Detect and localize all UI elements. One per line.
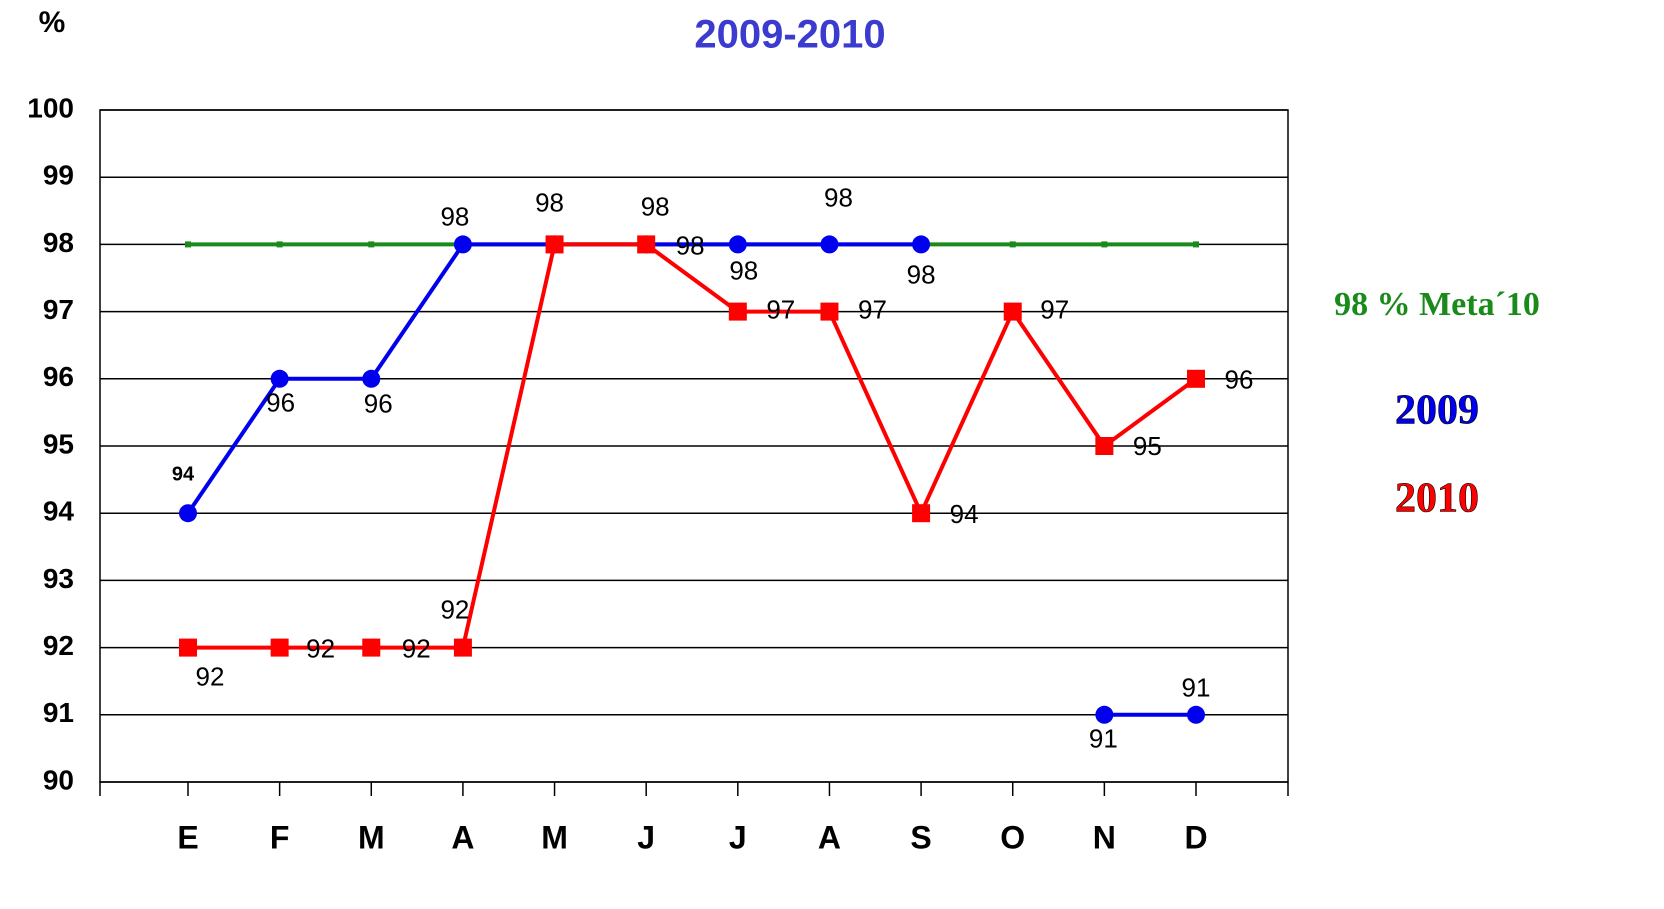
data-label: 95 — [1133, 431, 1162, 461]
marker — [820, 235, 839, 254]
marker — [270, 638, 289, 657]
marker — [185, 241, 191, 248]
marker — [1095, 437, 1114, 455]
data-label: 91 — [1089, 724, 1118, 754]
data-label: 98 — [824, 182, 853, 212]
data-label: 92 — [306, 633, 335, 663]
marker — [453, 235, 472, 254]
data-label: 94 — [172, 463, 195, 485]
marker — [453, 638, 472, 657]
data-label: 97 — [766, 294, 795, 324]
marker — [820, 302, 839, 321]
marker — [728, 302, 747, 321]
x-tick-label: J — [729, 819, 747, 855]
data-label: 92 — [196, 661, 225, 691]
marker — [179, 638, 197, 657]
y-axis-label: % — [39, 6, 66, 39]
data-label: 98 — [535, 187, 564, 217]
data-label: 96 — [266, 388, 295, 418]
data-label: 97 — [858, 294, 887, 324]
marker — [1101, 241, 1108, 248]
marker — [1187, 369, 1205, 388]
y-tick-label: 94 — [43, 496, 75, 527]
data-label: 98 — [641, 191, 670, 221]
marker — [179, 504, 197, 523]
data-label: 98 — [729, 255, 758, 285]
data-label: 92 — [440, 594, 469, 624]
legend-entry: 98 % Meta´10 — [1334, 286, 1540, 323]
data-label: 98 — [676, 230, 705, 260]
marker — [270, 369, 289, 388]
data-label: 91 — [1182, 673, 1211, 703]
y-tick-label: 97 — [43, 294, 74, 325]
marker — [362, 638, 381, 657]
data-label: 92 — [402, 633, 431, 663]
y-tick-label: 99 — [43, 160, 74, 191]
data-label: 98 — [440, 201, 469, 231]
x-tick-label: F — [270, 819, 290, 855]
chart-title: 2009-2010 — [694, 13, 885, 57]
y-tick-label: 98 — [43, 227, 74, 258]
x-tick-label: M — [541, 819, 568, 855]
marker — [1003, 302, 1022, 321]
x-tick-label: J — [637, 819, 655, 855]
marker — [728, 235, 747, 254]
y-tick-label: 100 — [27, 92, 74, 123]
y-tick-label: 90 — [43, 764, 74, 795]
marker — [362, 369, 381, 388]
x-tick-label: S — [910, 819, 931, 855]
y-tick-label: 93 — [43, 563, 74, 594]
data-label: 96 — [364, 389, 393, 419]
marker — [1009, 241, 1016, 248]
x-tick-label: D — [1184, 819, 1207, 855]
y-tick-label: 96 — [43, 361, 74, 392]
marker — [1187, 705, 1205, 724]
legend-entry: 2009 — [1395, 388, 1479, 434]
marker — [368, 241, 375, 248]
plot-frame — [99, 109, 1289, 783]
legend-entry: 2010 — [1395, 476, 1479, 522]
marker — [1193, 241, 1199, 248]
series-line — [188, 242, 1198, 650]
y-tick-label: 91 — [43, 697, 74, 728]
data-label: 94 — [950, 499, 979, 529]
x-tick-label: M — [358, 819, 385, 855]
marker — [276, 241, 283, 248]
marker — [637, 235, 656, 254]
x-tick-label: N — [1093, 819, 1116, 855]
y-tick-label: 95 — [43, 428, 74, 459]
x-tick-label: A — [451, 819, 474, 855]
marker — [1095, 705, 1114, 724]
x-tick-label: O — [1000, 819, 1025, 855]
data-label: 98 — [907, 259, 936, 289]
data-label: 96 — [1225, 365, 1254, 395]
marker — [545, 235, 564, 254]
data-label: 97 — [1040, 294, 1069, 324]
x-tick-label: E — [177, 819, 198, 855]
marker — [912, 235, 931, 254]
y-tick-label: 92 — [43, 630, 74, 661]
x-tick-label: A — [818, 819, 841, 855]
marker — [912, 504, 931, 523]
